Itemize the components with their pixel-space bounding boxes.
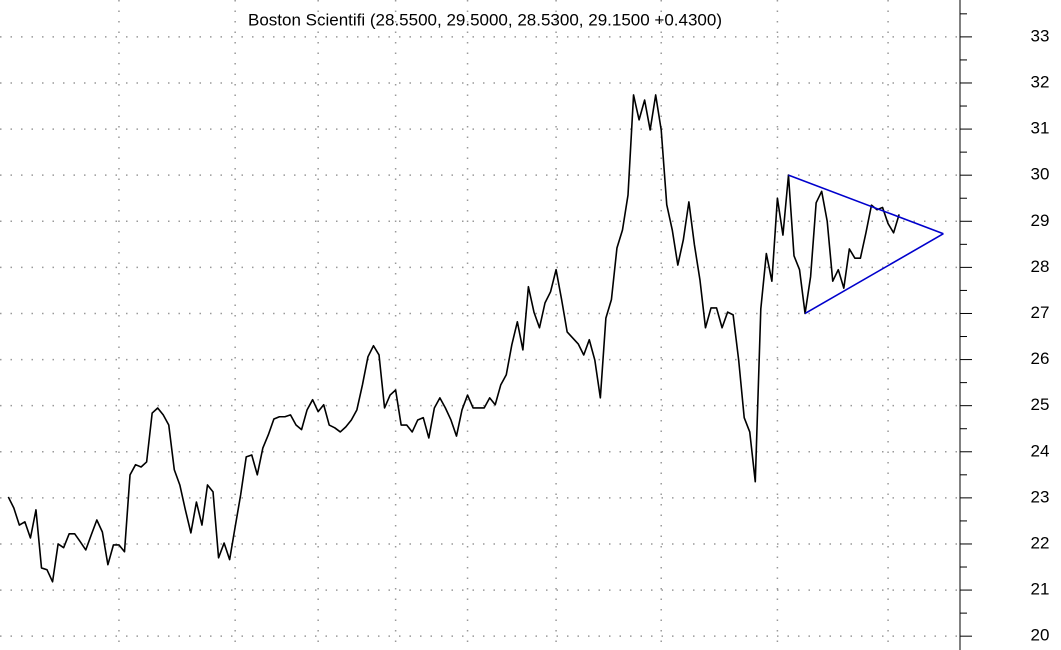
price-line xyxy=(7,94,900,583)
y-tick-label: 24 xyxy=(1031,441,1050,460)
y-tick-label: 26 xyxy=(1031,349,1050,368)
y-tick-label: 33 xyxy=(1031,26,1050,45)
y-tick-label: 31 xyxy=(1031,119,1050,138)
y-tick-label: 21 xyxy=(1031,580,1050,599)
y-tick-label: 22 xyxy=(1031,533,1050,552)
y-tick-label: 23 xyxy=(1031,487,1050,506)
y-tick-label: 25 xyxy=(1031,395,1050,414)
chart-subtitle: Boston Scientifi (28.5500, 29.5000, 28.5… xyxy=(248,10,722,29)
y-tick-label: 29 xyxy=(1031,211,1050,230)
y-tick-label: 28 xyxy=(1031,257,1050,276)
y-tick-label: 30 xyxy=(1031,165,1050,184)
y-tick-label: 20 xyxy=(1031,626,1050,645)
trend-line xyxy=(788,174,944,235)
trend-line xyxy=(804,233,944,315)
y-tick-label: 27 xyxy=(1031,303,1050,322)
y-tick-label: 32 xyxy=(1031,72,1050,91)
